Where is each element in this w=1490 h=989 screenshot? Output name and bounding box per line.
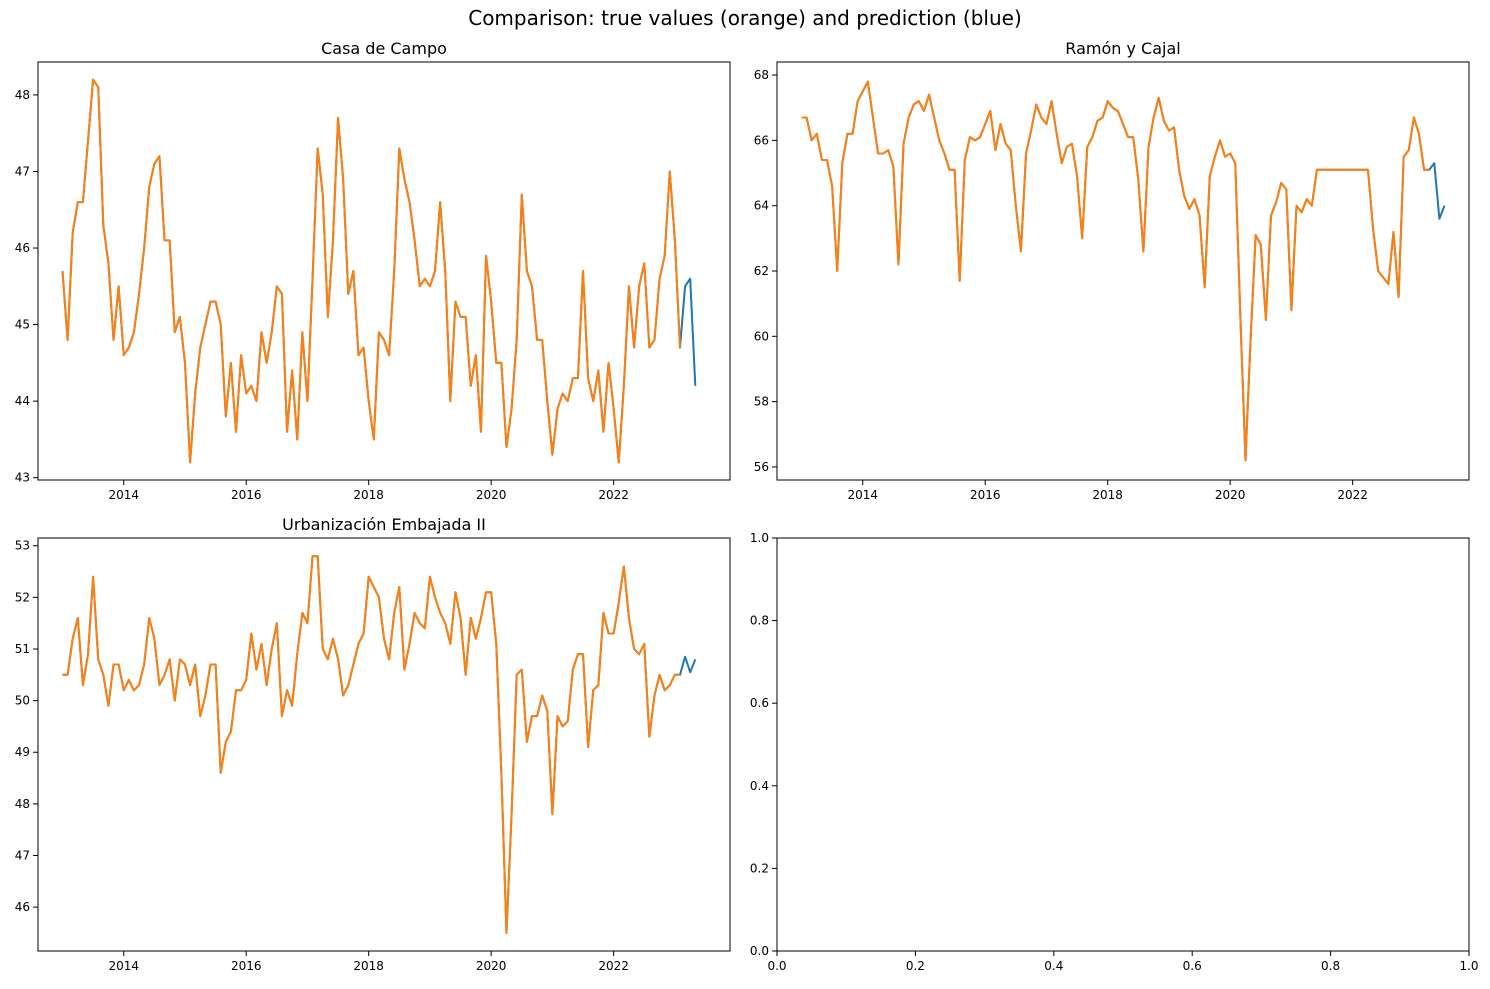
series-line-true-values [801,80,1430,462]
y-tick-label: 47 [15,164,30,178]
series-line-true-values [61,78,681,464]
y-tick-label: 68 [754,68,769,82]
x-tick-label: 2016 [970,488,1001,502]
x-tick-label: 2022 [598,488,629,502]
x-tick-label: 2014 [108,488,139,502]
x-tick-label: 2018 [353,959,384,973]
y-tick-label: 0.0 [750,944,769,958]
y-tick-label: 51 [15,642,30,656]
y-tick-label: 47 [15,848,30,862]
y-tick-label: 49 [15,745,30,759]
y-tick-label: 53 [15,539,30,553]
figure-title: Comparison: true values (orange) and pre… [468,6,1022,30]
x-tick-label: 0.4 [1044,959,1063,973]
y-tick-label: 60 [754,329,769,343]
y-tick-label: 56 [754,460,769,474]
subplot-1: Casa de Campo 2014 2016 2018 2020 2022 43 44 45 4… [15,39,731,502]
y-tick-label: 50 [15,694,30,708]
y-tick-label: 58 [754,395,769,409]
y-tick-label: 48 [15,797,30,811]
y-tick-label: 0.6 [750,696,769,710]
subplot-3: Urbanización Embajada II 2014 2016 2018 2020… [15,515,731,973]
x-tick-label: 2018 [1092,488,1123,502]
x-tick-label: 2018 [353,488,384,502]
x-tick-label: 2020 [476,959,507,973]
series-line-true-values [62,555,680,934]
y-tick-label: 0.8 [750,614,769,628]
y-tick-label: 44 [15,394,30,408]
x-tick-label: 2014 [108,959,139,973]
y-tick-label: 0.4 [750,779,769,793]
y-tick-label: 46 [15,900,30,914]
x-tick-label: 0.6 [1183,959,1202,973]
y-tick-label: 64 [754,199,769,213]
x-tick-label: 2014 [847,488,878,502]
y-tick-label: 0.2 [750,861,769,875]
y-tick-label: 66 [754,133,769,147]
subplot-title: Urbanización Embajada II [282,515,486,534]
axes-frame [37,537,731,952]
y-tick-label: 43 [15,471,30,485]
x-tick-label: 2020 [1215,488,1246,502]
x-tick-label: 2020 [476,488,507,502]
x-tick-label: 0.8 [1321,959,1340,973]
y-tick-label: 45 [15,318,30,332]
y-tick-label: 46 [15,241,30,255]
axes-frame [37,61,731,481]
x-tick-label: 0.0 [767,959,786,973]
y-tick-label: 1.0 [750,531,769,545]
x-tick-label: 2022 [1337,488,1368,502]
subplot-title: Casa de Campo [321,39,447,58]
series-line-prediction [801,80,1446,462]
subplot-2: Ramón y Cajal 2014 2016 2018 2020 2022 56 58 60 6… [754,39,1470,502]
axes-frame [776,537,1470,952]
subplot-4: 0.0 0.2 0.4 0.6 0.8 1.0 0.0 0.2 0.4 0.6 0.8 1.0 [750,531,1479,973]
series-line-prediction [62,555,697,934]
x-tick-label: 1.0 [1459,959,1478,973]
y-tick-label: 62 [754,264,769,278]
subplot-title: Ramón y Cajal [1065,39,1180,58]
y-tick-label: 52 [15,590,30,604]
x-tick-label: 2022 [598,959,629,973]
y-tick-label: 48 [15,88,30,102]
x-tick-label: 2016 [231,488,262,502]
x-tick-label: 2016 [231,959,262,973]
x-tick-label: 0.2 [906,959,925,973]
